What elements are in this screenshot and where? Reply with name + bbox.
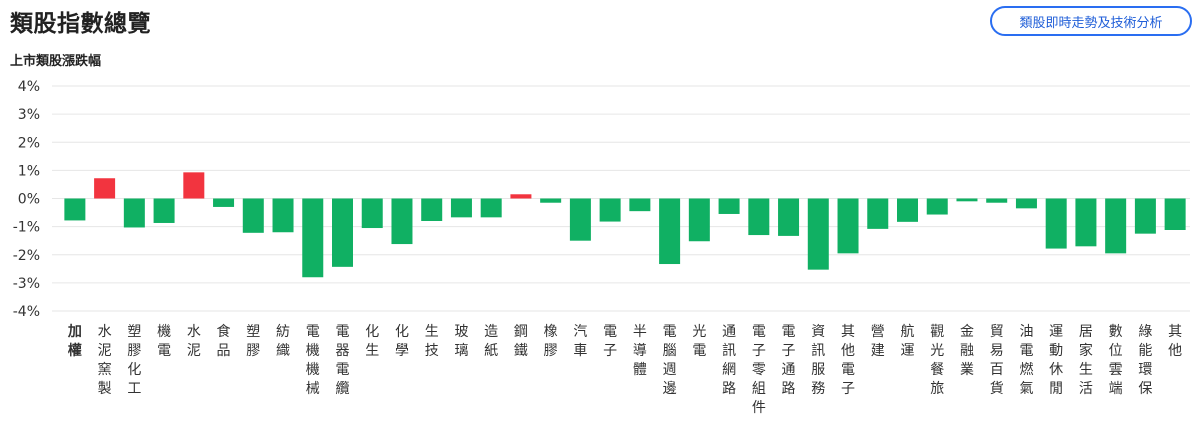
category-label: 其他 <box>1168 324 1182 359</box>
bar-運動休閒 <box>1045 198 1067 249</box>
page-title: 類股指數總覽 <box>10 11 151 37</box>
category-label: 鋼鐵 <box>514 324 528 359</box>
chart-title: 上市類股漲跌幅 <box>10 54 102 69</box>
y-tick-label: -3% <box>13 276 40 292</box>
category-label: 電子通路 <box>782 324 796 397</box>
bar-加權 <box>64 198 86 221</box>
bar-鋼鐵 <box>510 194 532 199</box>
category-label: 電子零組件 <box>752 324 766 416</box>
bar-電腦週邊 <box>659 198 681 265</box>
category-label: 電腦週邊 <box>663 324 677 397</box>
category-label: 食品 <box>217 323 231 359</box>
category-label: 電機機械 <box>306 324 320 397</box>
bar-電子 <box>599 198 621 222</box>
sector-trend-analysis-button[interactable]: 類股即時走勢及技術分析 <box>990 6 1192 36</box>
category-label: 橡膠 <box>544 324 558 359</box>
bar-資訊服務 <box>807 198 829 270</box>
bar-化學 <box>391 198 413 245</box>
bar-油電燃氣 <box>1015 198 1037 209</box>
category-label: 油電燃氣 <box>1019 324 1033 397</box>
category-label: 生技 <box>425 324 439 359</box>
category-label: 機電 <box>157 324 171 359</box>
bar-塑膠化工 <box>123 198 145 228</box>
bar-造紙 <box>480 198 502 218</box>
bar-紡織 <box>272 198 294 233</box>
bar-光電 <box>688 198 710 242</box>
bar-通訊網路 <box>718 198 740 214</box>
bar-汽車 <box>569 198 591 241</box>
category-label: 塑膠 <box>246 324 260 359</box>
bar-其他電子 <box>837 198 859 254</box>
bar-金融業 <box>956 198 978 202</box>
category-label: 航運 <box>901 324 915 359</box>
category-label: 光電 <box>692 324 706 359</box>
category-label: 化學 <box>395 324 409 359</box>
bar-貿易百貨 <box>986 198 1008 203</box>
bar-電機機械 <box>302 198 324 278</box>
category-label: 水泥窯製 <box>98 324 112 397</box>
y-tick-label: 1% <box>18 163 40 179</box>
y-tick-label: 0% <box>18 192 40 208</box>
category-label: 加權 <box>67 324 82 359</box>
bar-觀光餐旅 <box>926 198 948 215</box>
bar-電子零組件 <box>748 198 770 236</box>
bar-塑膠 <box>242 198 264 233</box>
bar-食品 <box>213 198 235 207</box>
category-label: 觀光餐旅 <box>930 324 944 397</box>
category-label: 綠能環保 <box>1138 324 1152 397</box>
bar-營建 <box>867 198 889 229</box>
bar-電子通路 <box>778 198 800 236</box>
category-label: 金融業 <box>960 324 974 378</box>
bar-其他 <box>1164 198 1186 230</box>
bar-綠能環保 <box>1134 198 1156 234</box>
bar-橡膠 <box>540 198 562 203</box>
category-label: 玻璃 <box>454 324 468 359</box>
category-label: 紡織 <box>276 324 290 359</box>
category-label: 水泥 <box>187 324 201 359</box>
category-label: 電子 <box>603 324 617 359</box>
category-label: 營建 <box>871 324 885 359</box>
y-tick-label: 2% <box>18 135 40 151</box>
category-label: 資訊服務 <box>811 324 825 397</box>
y-tick-label: -4% <box>13 304 40 320</box>
category-label: 電器電纜 <box>336 324 350 397</box>
bar-電器電纜 <box>332 198 353 267</box>
bar-玻璃 <box>450 198 472 218</box>
bar-半導體 <box>629 198 651 212</box>
bar-水泥 <box>183 172 205 199</box>
category-label: 運動休閒 <box>1049 324 1063 397</box>
category-label: 塑膠化工 <box>127 324 141 397</box>
bar-機電 <box>153 198 175 223</box>
bar-航運 <box>897 198 918 222</box>
category-label: 通訊網路 <box>722 324 736 397</box>
category-label: 化生 <box>365 324 379 359</box>
bar-居家生活 <box>1075 198 1097 247</box>
category-label: 造紙 <box>484 324 498 359</box>
y-tick-label: 3% <box>18 107 40 123</box>
bar-數位雲端 <box>1105 198 1127 254</box>
y-tick-label: -1% <box>13 220 40 236</box>
category-label: 半導體 <box>633 324 647 378</box>
bar-水泥窯製 <box>94 178 116 199</box>
category-label: 汽車 <box>573 324 587 359</box>
category-label: 貿易百貨 <box>990 324 1004 397</box>
category-label: 數位雲端 <box>1109 324 1123 397</box>
y-tick-label: 4% <box>18 79 40 95</box>
bar-化生 <box>361 198 383 229</box>
y-tick-label: -2% <box>13 248 40 264</box>
category-label: 居家生活 <box>1079 324 1093 397</box>
category-label: 其他電子 <box>841 324 855 397</box>
bar-生技 <box>421 198 443 221</box>
